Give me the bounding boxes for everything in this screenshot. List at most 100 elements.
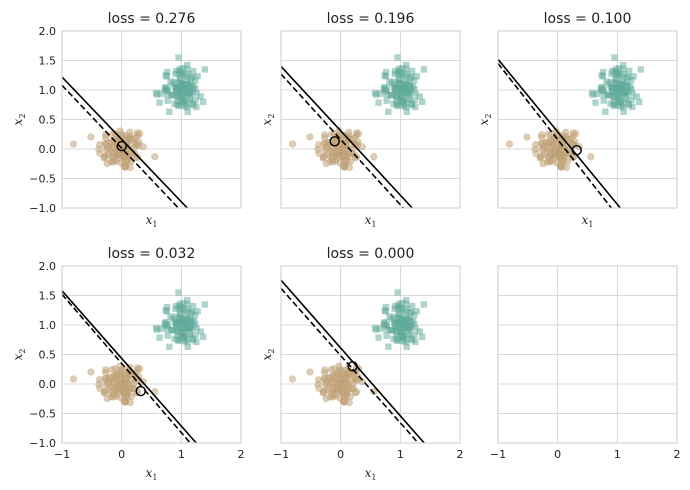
subplot-4: loss = 0.032 −1 0 1 2 −1.0 −0.5 0.0 0.5 1.0 1.5 2.0… — [11, 246, 245, 482]
class1-point — [176, 80, 183, 87]
class1-point — [371, 89, 379, 97]
class1-point — [385, 108, 392, 115]
class1-point — [416, 328, 423, 335]
class1-point — [611, 54, 618, 61]
class0-point — [288, 375, 297, 383]
class0-point — [540, 150, 549, 158]
class1-point — [190, 302, 197, 310]
plot-area — [62, 289, 209, 443]
subplot-title: loss = 0.000 — [327, 246, 415, 262]
x-tick-label: −1 — [490, 448, 506, 461]
class1-point — [181, 333, 188, 340]
x-tick-label: 1 — [178, 448, 185, 461]
x-tick-label: 2 — [238, 448, 245, 461]
x-tick-label: 2 — [457, 448, 464, 461]
class1-point — [192, 331, 199, 339]
class1-point — [416, 93, 423, 100]
x-axis-label-main: x — [365, 466, 372, 480]
class0-point — [288, 140, 297, 148]
class1-point — [395, 300, 403, 308]
class1-point — [166, 343, 173, 350]
x-axis-label: x1 — [146, 213, 158, 229]
class0-point — [545, 143, 553, 151]
class0-point — [323, 150, 332, 158]
class1-point — [619, 80, 627, 88]
class1-point — [170, 92, 178, 99]
class1-point — [392, 320, 399, 327]
y-tick-label: 1.5 — [39, 290, 57, 303]
axes-frame — [497, 30, 678, 209]
subplot-6: −1 0 1 2 — [490, 265, 681, 461]
highlight-point — [116, 140, 127, 152]
class1-point — [622, 95, 629, 102]
x-tick-label: 0 — [118, 448, 125, 461]
decision-line — [498, 58, 621, 208]
class1-point — [400, 98, 407, 105]
class1-point — [183, 315, 191, 323]
class1-point — [389, 327, 397, 334]
class1-point — [402, 338, 409, 346]
class1-point — [173, 320, 180, 327]
class1-point — [403, 108, 410, 115]
class1-point — [412, 338, 419, 346]
axes-frame — [61, 265, 242, 444]
x-axis-label-sub: 1 — [588, 220, 593, 229]
y-tick-label: −0.5 — [29, 408, 56, 421]
class1-point — [630, 73, 637, 80]
class1-point — [625, 100, 632, 108]
class1-point — [157, 90, 165, 97]
class1-point — [176, 65, 184, 73]
x-tick-label: 0 — [337, 448, 344, 461]
y-axis-label-main: x — [260, 118, 274, 125]
class1-point — [383, 332, 390, 339]
class1-point — [375, 99, 382, 106]
class1-point — [635, 98, 643, 106]
class0-point — [544, 131, 552, 139]
class0-point — [151, 153, 159, 161]
class0-point — [532, 149, 540, 157]
class1-point — [161, 86, 169, 93]
class1-point — [376, 325, 384, 332]
highlight-point — [571, 144, 582, 156]
class1-point — [393, 332, 400, 340]
class1-point — [633, 93, 640, 100]
class1-point — [400, 320, 408, 327]
y-tick-label: 0.0 — [39, 143, 57, 156]
class1-point — [612, 70, 619, 78]
y-tick-label: 1.0 — [39, 319, 57, 332]
class1-point — [396, 84, 403, 91]
axes-frame — [61, 30, 242, 209]
class1-point — [620, 108, 627, 115]
y-axis-label: x2 — [11, 349, 27, 361]
class1-point — [403, 66, 410, 73]
class1-point — [177, 84, 184, 91]
class1-point — [174, 327, 181, 335]
class1-point — [403, 343, 410, 350]
class1-point — [408, 335, 415, 343]
class1-point — [420, 66, 428, 73]
class1-point — [175, 289, 182, 296]
class1-point — [618, 73, 626, 80]
class1-point — [194, 308, 201, 315]
class1-point — [401, 73, 409, 80]
class1-point — [380, 86, 388, 93]
class1-point — [371, 324, 379, 332]
class1-point — [628, 96, 635, 104]
class1-point — [411, 331, 418, 339]
class1-point — [152, 324, 160, 332]
class0-point — [104, 150, 113, 158]
class1-point — [166, 108, 173, 115]
class1-point — [402, 311, 409, 319]
class0-point — [562, 128, 570, 136]
class0-point — [557, 158, 566, 166]
class1-point — [605, 80, 612, 88]
class1-point — [612, 65, 620, 73]
class1-point — [612, 80, 619, 87]
class1-point — [394, 289, 401, 296]
y-tick-label: 2.0 — [39, 25, 57, 38]
subplot-title: loss = 0.276 — [108, 11, 196, 27]
class0-point — [96, 384, 104, 392]
class1-point — [393, 327, 400, 335]
